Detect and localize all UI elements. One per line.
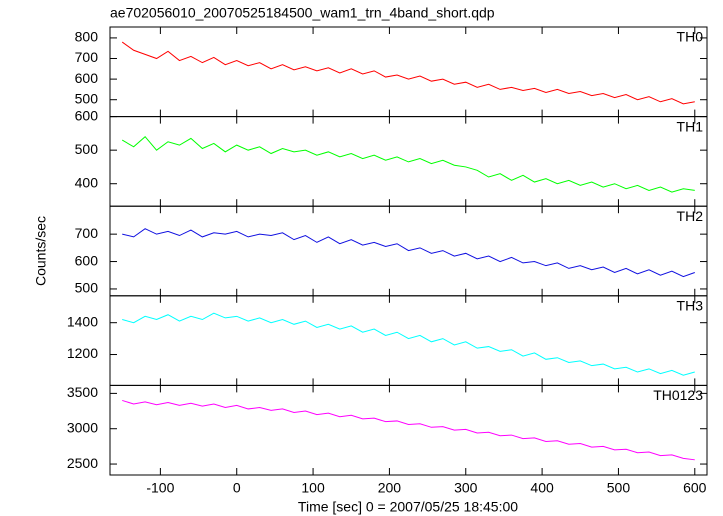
series-line <box>122 399 695 461</box>
y-tick-label: 600 <box>75 252 99 268</box>
y-tick-label: 700 <box>75 49 99 65</box>
y-tick-label: 600 <box>75 70 99 86</box>
chart-title: ae702056010_20070525184500_wam1_trn_4ban… <box>110 5 495 21</box>
x-tick-label: 600 <box>683 480 707 496</box>
panel-label: TH2 <box>677 208 704 224</box>
y-axis-label: Counts/sec <box>33 216 49 286</box>
x-tick-label: 200 <box>378 480 402 496</box>
x-tick-label: 500 <box>607 480 631 496</box>
y-tick-label: 600 <box>75 107 99 123</box>
series-line <box>122 228 695 278</box>
panel-label: TH3 <box>677 298 704 314</box>
y-tick-label: 3500 <box>67 384 98 400</box>
y-tick-label: 500 <box>75 280 99 296</box>
y-tick-label: 700 <box>75 225 99 241</box>
y-tick-label: 2500 <box>67 455 98 471</box>
x-tick-label: 400 <box>530 480 554 496</box>
y-tick-label: 1400 <box>67 313 98 329</box>
panel-label: TH0 <box>677 29 704 45</box>
panel-label: TH1 <box>677 118 704 134</box>
panel-label: TH0123 <box>653 387 703 403</box>
y-tick-label: 500 <box>75 90 99 106</box>
x-tick-label: 300 <box>454 480 478 496</box>
panel-frame <box>109 384 708 476</box>
x-tick-label: 0 <box>233 480 241 496</box>
series-line <box>121 136 695 193</box>
x-tick-label: -100 <box>146 480 174 496</box>
panel-frame <box>109 295 708 386</box>
y-tick-label: 400 <box>75 174 99 190</box>
y-tick-label: 1200 <box>67 345 98 361</box>
x-axis-label: Time [sec] 0 = 2007/05/25 18:45:00 <box>298 499 518 515</box>
y-tick-label: 3000 <box>67 419 98 435</box>
y-tick-label: 800 <box>75 29 99 45</box>
series-line <box>121 41 695 105</box>
y-tick-label: 500 <box>75 141 99 157</box>
panel-frame <box>109 26 708 118</box>
series-line <box>122 312 695 376</box>
x-tick-label: 100 <box>301 480 325 496</box>
